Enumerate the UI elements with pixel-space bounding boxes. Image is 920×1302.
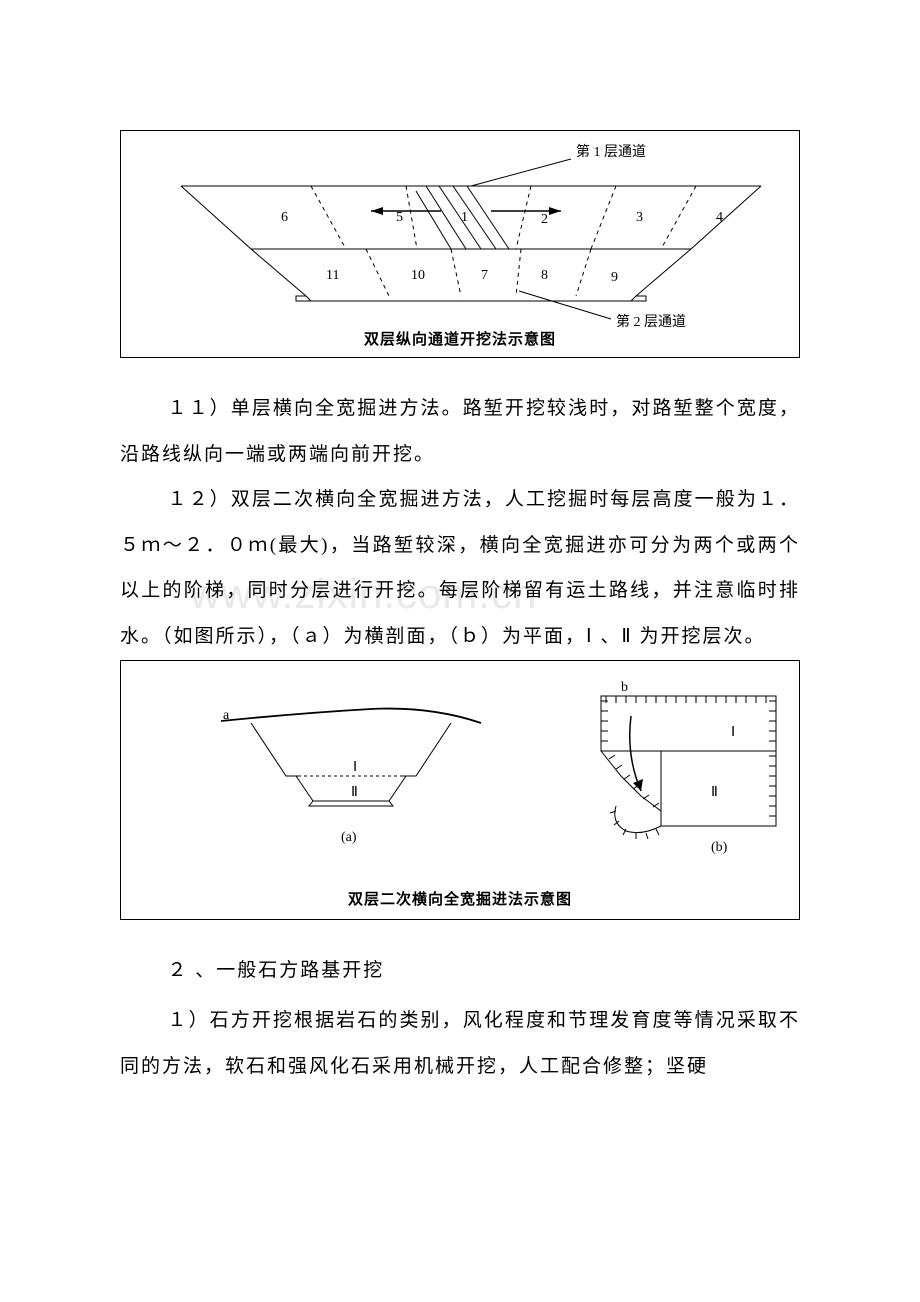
d1-n10: 10 [411,268,425,283]
d2a-mark: a [223,708,230,723]
d1-n3: 3 [636,210,643,225]
d2b-r2: Ⅱ [711,785,718,800]
paragraph-11: １１）单层横向全宽掘进方法。路堑开挖较浅时，对路堑整个宽度，沿路线纵向一端或两端… [120,386,800,477]
d1-n11: 11 [326,268,339,283]
d1-n7: 7 [481,268,488,283]
heading-2: ２ 、一般石方路基开挖 [120,948,800,994]
d2b-label: (b) [711,840,728,855]
d1-n5: 5 [396,210,403,225]
label-layer1: 第 1 层通道 [576,143,646,160]
d1-n2: 2 [541,212,548,227]
d1-n4: 4 [716,210,723,225]
d1-n1: 1 [461,210,468,225]
diagram-2: a Ⅰ Ⅱ (a) b [120,660,800,920]
paragraph-2-1: １）石方开挖根据岩石的类别，风化程度和节理发育度等情况采取不同的方法，软石和强风… [120,998,800,1089]
paragraph-12: １２）双层二次横向全宽掘进方法，人工挖掘时每层高度一般为１．５ｍ～２．０ｍ(最大… [120,477,800,659]
diagram-1-svg: 第 1 层通道 [121,131,799,331]
diagram-1-caption: 双层纵向通道开挖法示意图 [121,328,799,349]
d1-n8: 8 [541,268,548,283]
diagram-1: 第 1 层通道 [120,130,800,358]
diagram-2-caption: 双层二次横向全宽掘进法示意图 [121,888,799,909]
d2a-r2: Ⅱ [351,785,358,800]
d2a-r1: Ⅰ [353,760,357,775]
d2a-label: (a) [341,830,357,845]
d2b-r1: Ⅰ [731,725,735,740]
diagram-2-svg: a Ⅰ Ⅱ (a) b [121,661,799,891]
page-content: 第 1 层通道 [120,130,800,1089]
d2b-mark: b [621,680,628,695]
d1-n9: 9 [611,270,618,285]
d1-n6: 6 [281,210,288,225]
